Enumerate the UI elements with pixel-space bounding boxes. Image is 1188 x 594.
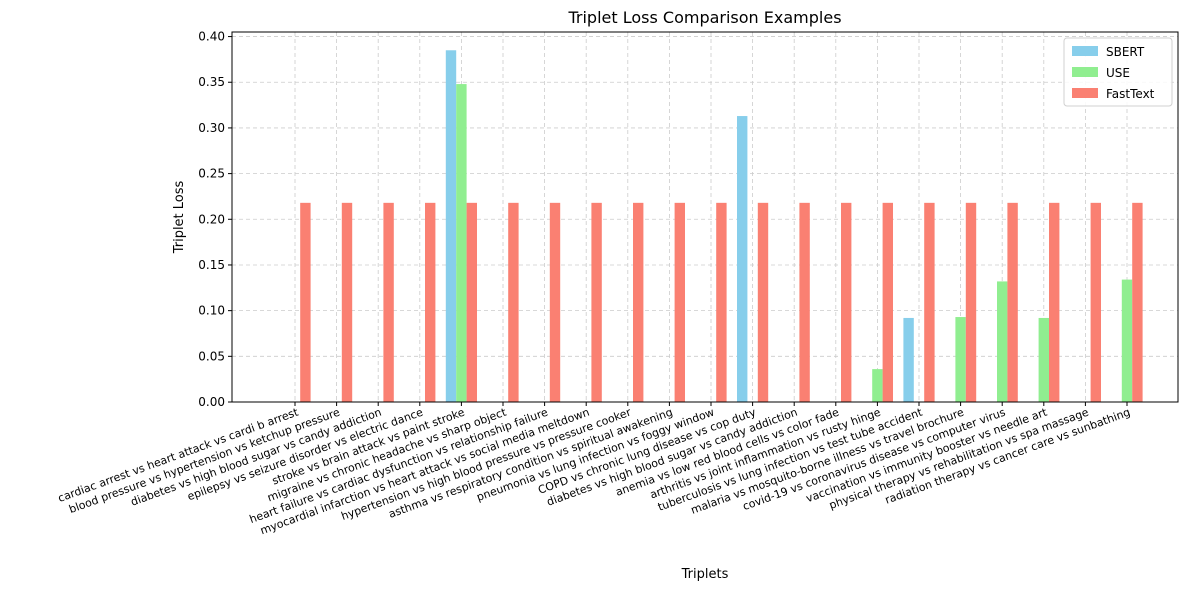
bar-use bbox=[872, 369, 883, 402]
bar-fasttext bbox=[882, 202, 893, 402]
legend-swatch bbox=[1072, 88, 1098, 98]
y-tick-label: 0.25 bbox=[198, 167, 225, 181]
y-tick-label: 0.00 bbox=[198, 395, 225, 409]
bar-sbert bbox=[903, 317, 914, 402]
bar-fasttext bbox=[674, 202, 685, 402]
y-tick-label: 0.35 bbox=[198, 75, 225, 89]
y-tick-label: 0.10 bbox=[198, 304, 225, 318]
bar-fasttext bbox=[1007, 202, 1018, 402]
bar-fasttext bbox=[425, 202, 436, 402]
axes-group: cardiac arrest vs heart attack vs cardi … bbox=[56, 30, 1179, 537]
bar-use bbox=[997, 281, 1008, 402]
y-tick-label: 0.20 bbox=[198, 212, 225, 226]
bar-fasttext bbox=[1049, 202, 1060, 402]
bar-sbert bbox=[445, 50, 457, 402]
bar-fasttext bbox=[341, 202, 353, 402]
bar-use bbox=[1038, 317, 1049, 402]
y-tick-label: 0.05 bbox=[198, 349, 225, 363]
bar-fasttext bbox=[549, 202, 561, 402]
bar-use bbox=[456, 84, 467, 403]
legend-swatch bbox=[1072, 46, 1098, 56]
bar-fasttext bbox=[716, 202, 727, 402]
legend-swatch bbox=[1072, 67, 1098, 77]
bar-fasttext bbox=[591, 202, 602, 402]
legend-label: USE bbox=[1106, 66, 1130, 80]
bar-fasttext bbox=[1090, 202, 1101, 402]
plot-frame bbox=[231, 31, 1179, 403]
y-axis-label: Triplet Loss bbox=[172, 180, 187, 254]
bar-fasttext bbox=[799, 202, 810, 402]
y-tick-label: 0.40 bbox=[198, 30, 225, 44]
bar-use bbox=[955, 317, 966, 402]
bar-fasttext bbox=[924, 202, 935, 402]
bar-fasttext bbox=[841, 202, 852, 402]
bar-fasttext bbox=[965, 202, 977, 402]
bar-use bbox=[1121, 279, 1133, 402]
bar-fasttext bbox=[633, 202, 644, 402]
bar-fasttext bbox=[466, 202, 477, 402]
y-tick-label: 0.15 bbox=[198, 258, 225, 272]
y-tick-label: 0.30 bbox=[198, 121, 225, 135]
legend-label: FastText bbox=[1106, 87, 1155, 101]
legend-label: SBERT bbox=[1106, 45, 1145, 59]
bar-fasttext bbox=[1132, 202, 1143, 402]
bars-group bbox=[300, 50, 1143, 403]
grid-lines bbox=[232, 32, 1178, 403]
chart-title: Triplet Loss Comparison Examples bbox=[567, 8, 841, 27]
x-axis-label: Triplets bbox=[681, 567, 729, 582]
bar-fasttext bbox=[757, 202, 769, 402]
bar-fasttext bbox=[300, 202, 311, 402]
bar-fasttext bbox=[383, 202, 394, 402]
legend: SBERT USE FastText bbox=[1063, 37, 1173, 107]
bar-fasttext bbox=[508, 202, 519, 402]
bar-sbert bbox=[737, 116, 748, 403]
